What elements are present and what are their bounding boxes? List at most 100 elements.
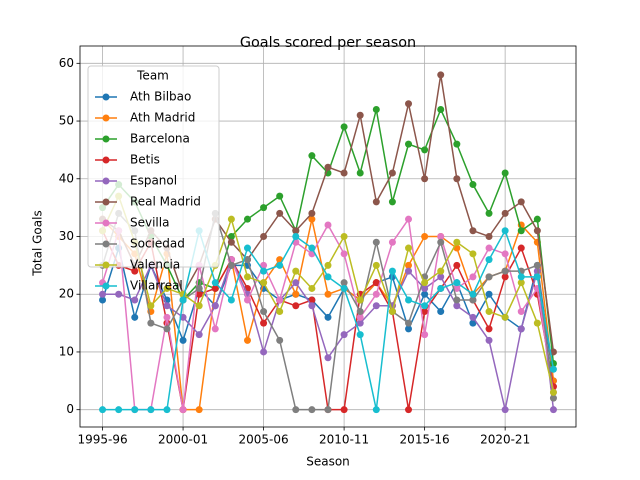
x-axis-label: Season bbox=[306, 455, 350, 469]
legend-marker bbox=[102, 240, 110, 248]
data-point bbox=[453, 175, 461, 183]
data-point bbox=[372, 279, 380, 287]
data-point bbox=[469, 227, 477, 235]
data-point bbox=[308, 406, 316, 414]
data-point bbox=[356, 319, 364, 327]
data-point bbox=[276, 336, 284, 344]
data-point bbox=[276, 209, 284, 217]
data-point bbox=[308, 152, 316, 160]
data-point bbox=[324, 273, 332, 281]
data-point bbox=[437, 273, 445, 281]
data-point bbox=[260, 348, 268, 356]
x-tick-label: 2000-01 bbox=[158, 433, 208, 447]
data-point bbox=[372, 302, 380, 310]
data-point bbox=[372, 261, 380, 269]
data-point bbox=[340, 250, 348, 258]
data-point bbox=[421, 308, 429, 316]
y-tick-label: 10 bbox=[59, 344, 74, 358]
legend-title: Team bbox=[136, 69, 169, 83]
data-point bbox=[405, 319, 413, 327]
data-point bbox=[276, 308, 284, 316]
data-point bbox=[243, 273, 251, 281]
data-point bbox=[469, 319, 477, 327]
data-point bbox=[260, 261, 268, 269]
data-point bbox=[517, 308, 525, 316]
x-tick-label: 2020-21 bbox=[480, 433, 530, 447]
data-point bbox=[485, 244, 493, 252]
data-point bbox=[340, 331, 348, 339]
data-point bbox=[421, 233, 429, 240]
data-point bbox=[195, 406, 203, 414]
data-point bbox=[292, 267, 300, 275]
data-point bbox=[211, 284, 219, 292]
data-point bbox=[517, 325, 525, 333]
data-point bbox=[405, 100, 413, 108]
data-point bbox=[195, 331, 203, 339]
data-point bbox=[437, 238, 445, 246]
legend-label: Villarreal bbox=[130, 279, 183, 293]
legend-label: Valencia bbox=[130, 258, 180, 272]
data-point bbox=[243, 215, 251, 223]
data-point bbox=[115, 406, 123, 414]
data-point bbox=[131, 313, 139, 321]
data-point bbox=[485, 290, 493, 298]
data-point bbox=[340, 284, 348, 292]
data-point bbox=[517, 244, 525, 252]
x-tick-label: 2015-16 bbox=[400, 433, 450, 447]
data-point bbox=[292, 290, 300, 298]
data-point bbox=[292, 406, 300, 414]
data-point bbox=[147, 319, 155, 327]
data-point bbox=[485, 256, 493, 264]
data-point bbox=[501, 267, 509, 275]
data-point bbox=[356, 296, 364, 304]
data-point bbox=[437, 71, 445, 79]
data-point bbox=[517, 273, 525, 281]
data-point bbox=[260, 279, 268, 287]
data-point bbox=[533, 273, 541, 281]
legend: Team Ath Bilbao Ath Madrid Barcelona Betis Es… bbox=[87, 65, 220, 293]
data-point bbox=[549, 388, 557, 396]
y-tick-label: 30 bbox=[59, 229, 74, 243]
legend-marker bbox=[102, 282, 110, 290]
data-point bbox=[533, 215, 541, 223]
data-point bbox=[549, 406, 557, 414]
data-point bbox=[292, 302, 300, 310]
data-point bbox=[276, 192, 284, 200]
data-point bbox=[388, 169, 396, 177]
data-point bbox=[549, 348, 557, 356]
data-point bbox=[469, 290, 477, 298]
data-point bbox=[179, 406, 187, 414]
data-point bbox=[421, 146, 429, 154]
data-point bbox=[131, 406, 139, 414]
data-point bbox=[260, 233, 268, 240]
data-point bbox=[405, 140, 413, 148]
legend-label: Betis bbox=[130, 153, 160, 167]
data-point bbox=[405, 267, 413, 275]
data-point bbox=[243, 296, 251, 304]
data-point bbox=[469, 313, 477, 321]
data-point bbox=[99, 406, 107, 414]
data-point bbox=[421, 331, 429, 339]
data-point bbox=[501, 209, 509, 217]
data-point bbox=[276, 296, 284, 304]
data-point bbox=[260, 204, 268, 212]
data-point bbox=[388, 267, 396, 275]
data-point bbox=[292, 279, 300, 287]
data-point bbox=[453, 302, 461, 310]
data-point bbox=[437, 233, 445, 240]
data-point bbox=[485, 233, 493, 240]
legend-marker bbox=[102, 156, 110, 164]
data-point bbox=[179, 336, 187, 344]
legend-marker bbox=[102, 93, 110, 101]
y-tick-label: 20 bbox=[59, 287, 74, 301]
x-tick-label: 2005-06 bbox=[239, 433, 289, 447]
legend-label: Ath Bilbao bbox=[130, 90, 191, 104]
data-point bbox=[195, 290, 203, 298]
data-point bbox=[147, 406, 155, 414]
data-point bbox=[437, 267, 445, 275]
chart-title: Goals scored per season bbox=[240, 35, 416, 51]
data-point bbox=[388, 238, 396, 246]
data-point bbox=[405, 244, 413, 252]
data-point bbox=[163, 284, 171, 292]
data-point bbox=[115, 290, 123, 298]
